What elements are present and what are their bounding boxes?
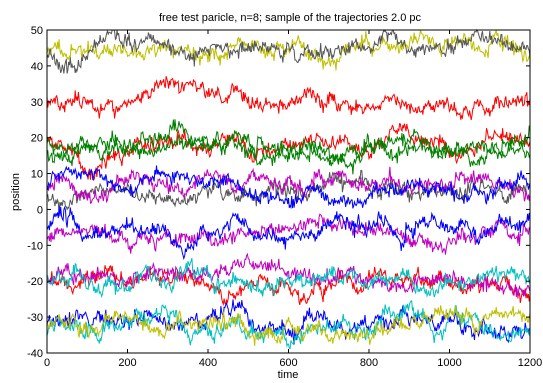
series-line-4 — [46, 123, 531, 181]
series-layer — [46, 28, 531, 349]
x-tick-label: 200 — [118, 357, 136, 369]
y-tick-label: 10 — [31, 169, 43, 181]
x-tick-label: 600 — [279, 357, 297, 369]
y-tick-label: 50 — [31, 25, 43, 37]
y-tick-label: -10 — [27, 240, 43, 252]
x-axis-label: time — [278, 369, 299, 381]
y-tick-label: 30 — [31, 97, 43, 109]
y-tick-label: -40 — [27, 348, 43, 360]
series-line-10 — [46, 213, 531, 255]
y-tick-label: 40 — [31, 61, 43, 73]
series-line-13 — [46, 252, 531, 299]
tick-layer: 0 200 400 600 800 1000 1200 -40 -30 -20 -10 0 10 20 30… — [27, 25, 542, 369]
chart-title: free test paricle, n=8; sample of the tr… — [159, 12, 421, 24]
x-tick-label: 1000 — [437, 357, 461, 369]
series-line-9 — [46, 165, 531, 210]
y-tick-label: 0 — [37, 204, 43, 216]
series-line-6 — [46, 119, 531, 175]
y-tick-label: -30 — [27, 312, 43, 324]
x-tick-label: 400 — [199, 357, 217, 369]
y-tick-label: 20 — [31, 133, 43, 145]
series-line-2 — [46, 28, 531, 74]
x-tick-label: 0 — [44, 357, 50, 369]
x-tick-label: 1200 — [518, 357, 542, 369]
series-line-7 — [46, 169, 531, 213]
series-line-14 — [46, 257, 531, 299]
x-tick-label: 800 — [360, 357, 378, 369]
series-line-3 — [46, 76, 531, 120]
y-tick-label: -20 — [27, 276, 43, 288]
series-line-8 — [46, 166, 531, 204]
series-line-11 — [46, 205, 531, 261]
y-axis-label: position — [10, 173, 22, 211]
series-line-17 — [46, 304, 531, 346]
